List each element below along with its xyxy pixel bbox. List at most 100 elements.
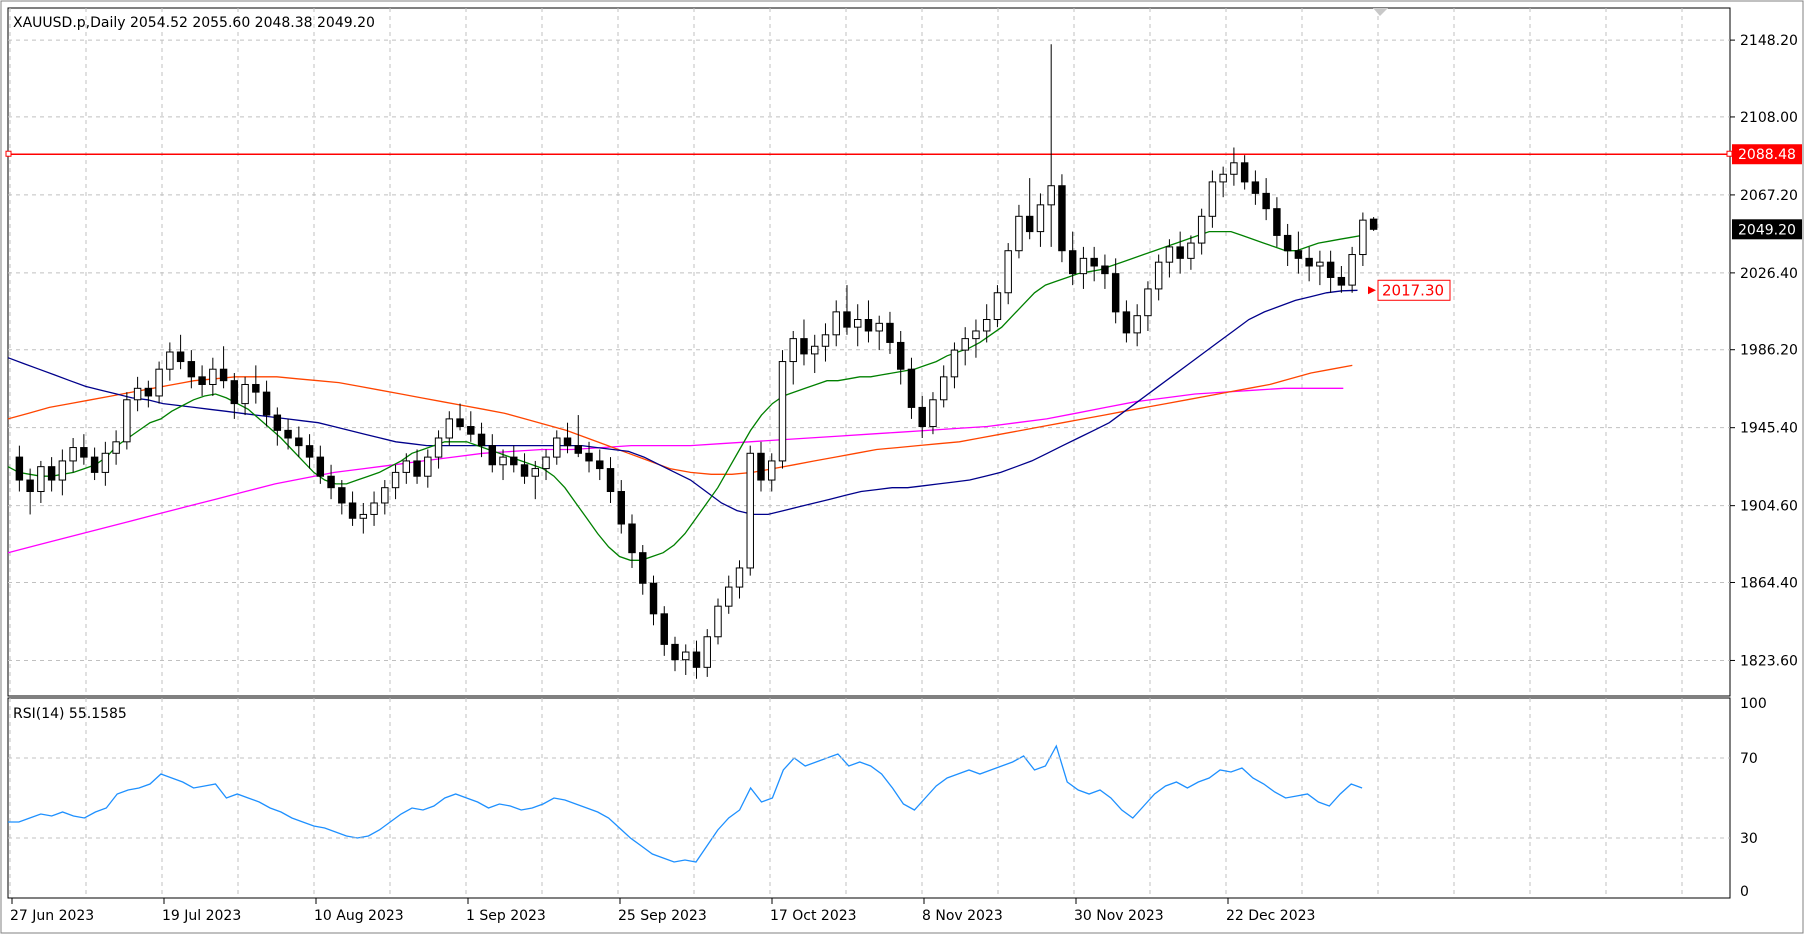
candle <box>918 395 926 438</box>
candle <box>284 418 292 450</box>
candle <box>939 365 948 408</box>
candle <box>1047 44 1055 247</box>
candle <box>1251 170 1260 205</box>
candle <box>209 357 217 396</box>
price-tick-label: 2148.20 <box>1740 33 1798 49</box>
rsi-level-label: 100 <box>1740 696 1767 712</box>
candle <box>1058 174 1066 263</box>
resistance-anchor-right[interactable] <box>1726 150 1733 157</box>
candle <box>1337 266 1346 293</box>
candle <box>1305 246 1313 282</box>
resistance-line[interactable] <box>5 150 1733 157</box>
candle <box>262 380 271 427</box>
grid <box>8 8 1730 898</box>
price-tick-label: 1864.40 <box>1740 575 1798 591</box>
candlesticks <box>15 44 1378 679</box>
candle <box>1025 178 1034 240</box>
candle <box>1273 197 1281 247</box>
resistance-price-tag <box>1732 144 1802 165</box>
candle <box>1359 212 1367 266</box>
candle <box>982 304 991 343</box>
candle <box>1187 235 1195 270</box>
candle <box>1068 231 1077 286</box>
price-tick-label: 2108.00 <box>1740 110 1798 126</box>
candle <box>972 319 980 358</box>
ma-magenta-line <box>7 387 1344 554</box>
candle <box>1079 246 1088 289</box>
candle <box>821 323 830 362</box>
candle <box>950 342 959 389</box>
candle <box>1165 239 1174 278</box>
resistance-anchor-left[interactable] <box>5 150 12 157</box>
candle <box>252 365 260 404</box>
date-label: 19 Jul 2023 <box>162 908 241 924</box>
candle <box>585 441 593 473</box>
candle <box>725 575 733 614</box>
candle <box>15 445 24 492</box>
candle <box>47 457 56 492</box>
candle <box>1219 166 1227 198</box>
candle <box>123 392 131 450</box>
candle <box>1090 246 1098 282</box>
candle <box>241 376 249 416</box>
price-tick-label: 2067.20 <box>1740 188 1798 204</box>
candle <box>155 361 163 404</box>
candle <box>1122 300 1131 343</box>
axes: 2148.20 2108.00 2067.20 2026.40 1986.20 1945.… <box>8 33 1802 924</box>
candle <box>434 430 443 469</box>
rsi-level-label: 30 <box>1740 831 1758 847</box>
candle <box>80 434 88 465</box>
candle <box>1154 254 1163 301</box>
candle <box>929 392 937 435</box>
candle <box>714 598 722 645</box>
candle <box>166 342 174 381</box>
candle <box>993 285 1002 328</box>
candle <box>617 480 625 534</box>
candle <box>531 460 540 500</box>
candle <box>789 330 797 385</box>
candle <box>58 449 67 496</box>
candle <box>381 480 389 515</box>
candle <box>520 453 529 484</box>
date-label: 22 Dec 2023 <box>1226 908 1315 924</box>
candle <box>424 449 432 488</box>
ma-value-tag <box>1377 279 1451 301</box>
candle <box>133 376 142 412</box>
candle <box>37 460 45 503</box>
candle <box>553 430 561 465</box>
candle <box>864 300 873 343</box>
rsi-level-label: 70 <box>1740 751 1758 767</box>
candle <box>445 411 454 446</box>
candle <box>1240 155 1249 190</box>
candle <box>391 464 400 500</box>
candle <box>746 445 754 576</box>
candle <box>1197 208 1206 255</box>
rsi-polyline <box>8 744 1363 863</box>
candle <box>1283 223 1292 266</box>
candle <box>649 575 658 626</box>
candle <box>853 304 862 347</box>
candle <box>101 441 110 486</box>
candle <box>1316 250 1324 286</box>
candle <box>1230 147 1238 186</box>
date-label: 8 Nov 2023 <box>922 908 1003 924</box>
candle <box>1101 254 1109 289</box>
resistance-price-label: 2088.48 <box>1738 147 1796 163</box>
candle <box>316 445 325 484</box>
candle <box>219 346 228 389</box>
candle <box>768 453 776 492</box>
candle <box>692 640 701 679</box>
candle <box>1036 193 1045 247</box>
candle <box>348 491 357 526</box>
candle <box>1004 243 1012 305</box>
rsi-label: RSI(14) 55.1585 <box>13 706 127 722</box>
candle <box>660 606 668 656</box>
rsi-panel-frame <box>7 697 1731 899</box>
candle <box>757 441 765 492</box>
chart-shift-marker-icon[interactable] <box>1373 8 1388 16</box>
candle <box>563 422 572 454</box>
date-label: 10 Aug 2023 <box>314 908 404 924</box>
